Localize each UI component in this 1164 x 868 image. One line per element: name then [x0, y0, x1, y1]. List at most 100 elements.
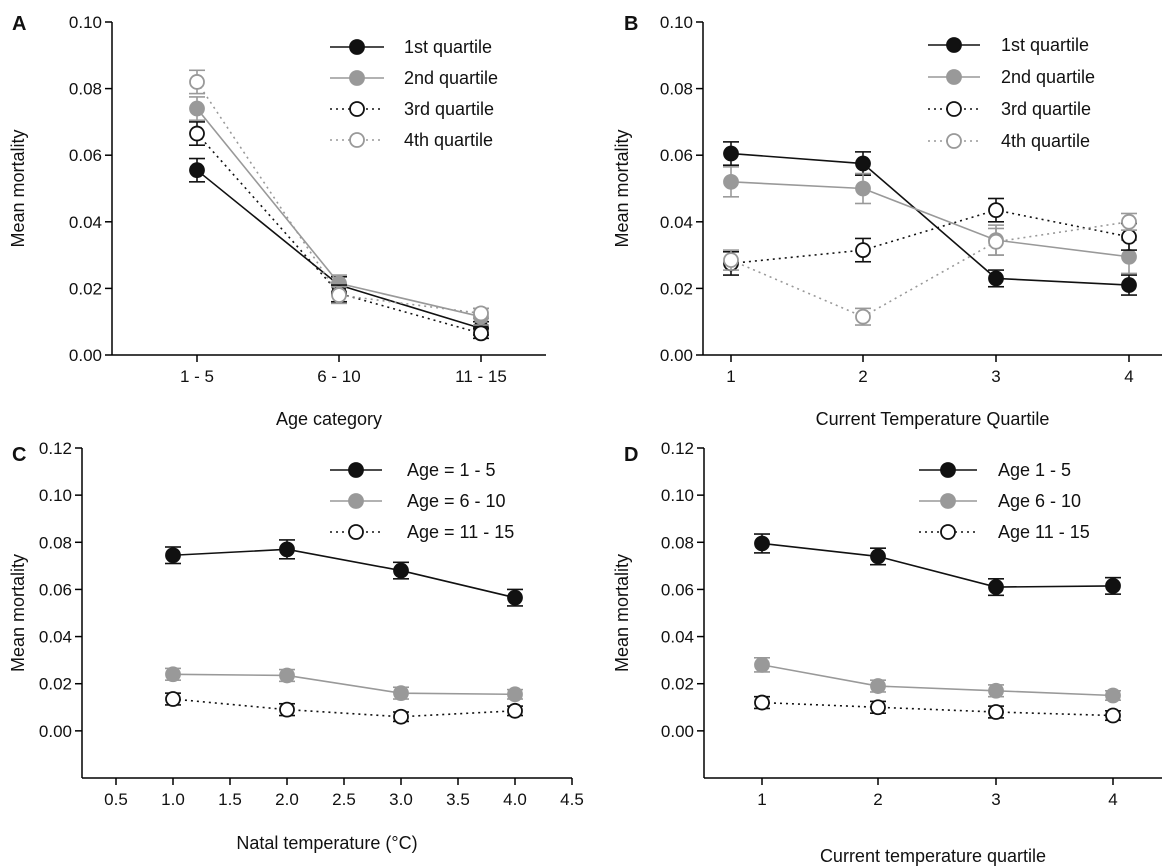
x-axis-label: Age category: [276, 409, 382, 429]
legend-marker: [349, 70, 365, 86]
panel-c: C 0.00 0.02 0.04 0.06 0.08 0.10 0.12 Mean mortal…: [8, 439, 584, 853]
x-axis-label: Current temperature quartile: [820, 846, 1046, 866]
legend-marker: [940, 462, 956, 478]
legend-marker: [348, 524, 364, 540]
panel-letter: D: [624, 444, 638, 466]
data-point: [1121, 228, 1137, 245]
legend-label: Age = 11 - 15: [407, 522, 514, 542]
legend-marker: [940, 493, 956, 509]
data-point: [1121, 213, 1137, 230]
legend-marker: [348, 493, 364, 509]
data-point: [855, 242, 871, 259]
legend-marker: [940, 524, 956, 540]
panel-d: D 0.00 0.02 0.04 0.06 0.08 0.10 0.12 Mean mortal…: [612, 439, 1162, 866]
x-tick-label: 0.5: [104, 790, 128, 809]
data-point: [988, 682, 1004, 699]
legend-label: 2nd quartile: [1001, 67, 1095, 87]
data-point: [855, 308, 871, 325]
series-line: [172, 698, 516, 718]
series-line: [761, 701, 1114, 717]
y-tick-label: 0.08: [39, 533, 72, 552]
panel-b: B 0.00 0.02 0.04 0.06 0.08 0.10 Mean mortality 1…: [612, 13, 1162, 429]
series-line: [730, 181, 1130, 258]
y-tick-label: 0.04: [69, 213, 102, 232]
y-tick-label: 0.04: [661, 628, 694, 647]
data-point: [189, 74, 205, 90]
series-line: [730, 221, 1130, 318]
x-tick-label: 2.0: [275, 790, 299, 809]
x-tick-label: 6 - 10: [317, 367, 360, 386]
y-tick-label: 0.08: [69, 80, 102, 99]
data-point: [473, 325, 489, 342]
x-tick-label: 4: [1124, 367, 1133, 386]
data-point: [1105, 687, 1121, 704]
data-point: [870, 548, 886, 565]
y-tick-label: 0.02: [39, 675, 72, 694]
data-point: [189, 100, 205, 117]
y-tick-label: 0.10: [39, 486, 72, 505]
x-tick-label: 3.0: [389, 790, 413, 809]
y-tick-label: 0.06: [660, 146, 693, 165]
y-tick-label: 0.08: [660, 80, 693, 99]
series-line: [761, 542, 1114, 588]
legend-label: 4th quartile: [404, 130, 493, 150]
series-line: [172, 548, 516, 599]
y-tick-label: 0.02: [69, 279, 102, 298]
y-axis-label: Mean mortality: [612, 129, 632, 247]
x-tick-label: 1.5: [218, 790, 242, 809]
data-point: [723, 145, 739, 162]
legend-marker: [349, 39, 365, 55]
x-tick-label: 4.0: [503, 790, 527, 809]
legend-marker: [946, 133, 962, 149]
y-tick-label: 0.02: [661, 675, 694, 694]
legend-label: 1st quartile: [1001, 35, 1089, 55]
legend-marker: [348, 462, 364, 478]
x-tick-label: 11 - 15: [455, 367, 507, 386]
data-point: [870, 678, 886, 694]
legend-marker: [946, 37, 962, 53]
data-point: [393, 708, 409, 725]
legend-marker: [946, 69, 962, 85]
legend-label: 2nd quartile: [404, 68, 498, 88]
legend-label: Age = 1 - 5: [407, 460, 496, 480]
data-point: [165, 547, 181, 564]
data-point: [855, 180, 871, 197]
panel-a: A 0.00 0.02 0.04 0.06 0.08 0.10 Mean mortality 1…: [8, 13, 546, 429]
data-point: [988, 202, 1004, 219]
data-point: [189, 125, 205, 142]
legend-marker: [349, 132, 365, 148]
x-tick-label: 1: [726, 367, 735, 386]
y-tick-label: 0.12: [39, 439, 72, 458]
data-point: [507, 702, 523, 719]
panel-letter: B: [624, 13, 638, 35]
y-axis-label: Mean mortality: [8, 129, 28, 247]
y-tick-label: 0.06: [39, 580, 72, 599]
panel-letter: C: [12, 444, 26, 466]
series-line: [730, 152, 1130, 286]
y-tick-label: 0.04: [39, 628, 72, 647]
data-point: [473, 305, 489, 322]
legend-label: 3rd quartile: [404, 99, 494, 119]
y-tick-label: 0.06: [661, 580, 694, 599]
legend-marker: [349, 101, 365, 117]
legend-label: 3rd quartile: [1001, 99, 1091, 119]
series-line: [761, 664, 1114, 697]
legend-label: Age 6 - 10: [998, 491, 1081, 511]
data-point: [189, 162, 205, 179]
y-tick-label: 0.04: [660, 213, 693, 232]
data-point: [1121, 248, 1137, 265]
data-point: [754, 535, 770, 552]
panel-letter: A: [12, 13, 26, 35]
legend-label: Age = 6 - 10: [407, 491, 506, 511]
data-point: [279, 541, 295, 558]
data-point: [988, 270, 1004, 287]
x-axis-label: Natal temperature (°C): [236, 833, 417, 853]
data-point: [393, 562, 409, 579]
data-point: [507, 589, 523, 606]
y-tick-label: 0.08: [661, 533, 694, 552]
data-point: [1105, 707, 1121, 724]
y-tick-label: 0.00: [661, 722, 694, 741]
x-tick-label: 2.5: [332, 790, 356, 809]
data-point: [988, 704, 1004, 720]
